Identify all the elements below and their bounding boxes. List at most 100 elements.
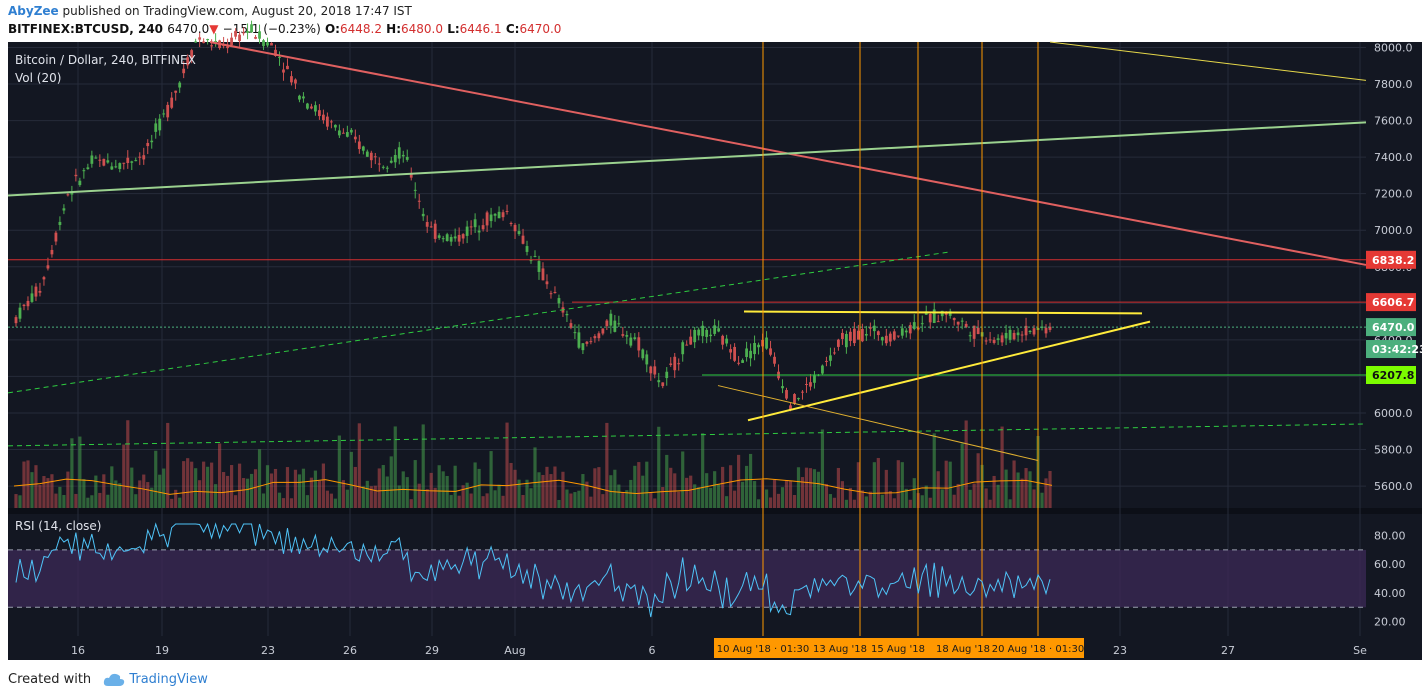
- volume-bar: [820, 429, 825, 508]
- volume-bar: [557, 499, 561, 508]
- volume-ma-line: [13, 478, 1053, 495]
- candle-body: [146, 142, 150, 147]
- volume-bar: [860, 490, 864, 508]
- volume-bar: [772, 479, 777, 508]
- candle-body: [581, 343, 585, 351]
- candle-body: [729, 349, 733, 353]
- volume-bar: [992, 475, 996, 508]
- volume-bar: [389, 456, 393, 508]
- volume-bar: [46, 478, 50, 508]
- candle-body: [186, 57, 190, 66]
- candle-body: [781, 386, 784, 389]
- candle-body: [864, 334, 868, 336]
- candle-body: [337, 130, 341, 136]
- candle-body: [262, 40, 265, 47]
- volume-bar: [804, 467, 809, 508]
- candle-body: [401, 154, 405, 157]
- volume-bar: [425, 489, 429, 508]
- candle-body: [34, 286, 38, 297]
- candle-body: [322, 114, 325, 121]
- candle-body: [413, 189, 417, 191]
- candle-body: [1008, 329, 1012, 340]
- candle-body: [58, 221, 62, 226]
- volume-bar: [665, 454, 669, 508]
- candle-body: [972, 325, 976, 339]
- rsi-tick-label: 20.00: [1374, 616, 1406, 629]
- volume-bar: [872, 462, 876, 508]
- candle-body: [138, 156, 142, 158]
- open-value: 6448.2: [339, 22, 382, 36]
- candle-body: [210, 45, 214, 47]
- volume-bar: [533, 447, 537, 508]
- tradingview-brand-link[interactable]: TradingView: [129, 672, 208, 687]
- volume-bar: [477, 468, 481, 508]
- volume-bar: [928, 497, 932, 508]
- volume-bar: [377, 468, 381, 508]
- candle-body: [449, 237, 453, 242]
- volume-bar: [321, 463, 326, 508]
- candle-body: [713, 325, 717, 334]
- candle-body: [1016, 332, 1020, 336]
- volume-bar: [892, 498, 896, 508]
- candle-body: [365, 151, 369, 157]
- candle-body: [90, 155, 94, 164]
- candle-body: [868, 327, 872, 329]
- volume-bar: [449, 495, 453, 508]
- candle-body: [896, 335, 900, 337]
- candle-body: [900, 328, 904, 336]
- candle-body: [884, 335, 888, 344]
- volume-bar: [409, 499, 413, 508]
- high-label: H:: [386, 22, 401, 36]
- candle-body: [361, 146, 365, 151]
- volume-bar: [884, 469, 888, 508]
- candle-body: [529, 260, 533, 262]
- candle-body: [154, 123, 158, 132]
- volume-bar: [721, 466, 725, 508]
- volume-bar: [126, 420, 130, 508]
- volume-bar: [513, 469, 517, 508]
- candle-body: [1040, 326, 1044, 328]
- candle-body: [880, 337, 884, 341]
- price-axis-tag: [1366, 250, 1416, 269]
- candle-body: [968, 335, 972, 337]
- candle-body: [298, 95, 301, 100]
- candle-body: [425, 222, 429, 227]
- candle-body: [765, 337, 768, 349]
- pane-separator: [8, 508, 1422, 514]
- candle-body: [605, 320, 609, 327]
- rsi-label: RSI (14, close): [15, 519, 101, 533]
- volume-bar: [573, 492, 577, 508]
- candle-body: [150, 140, 154, 143]
- volume-bar: [70, 438, 74, 508]
- volume-bar: [880, 494, 884, 508]
- volume-bar: [297, 474, 302, 508]
- volume-bar: [776, 493, 781, 508]
- candle-body: [1032, 328, 1036, 335]
- volume-bar: [601, 494, 605, 508]
- price-axis-tag: [1366, 293, 1416, 312]
- volume-bar: [924, 485, 928, 508]
- low-label: L:: [447, 22, 460, 36]
- candle-body: [721, 335, 725, 345]
- volume-bar: [317, 480, 322, 508]
- candle-body: [62, 208, 66, 211]
- candle-body: [182, 68, 186, 74]
- candle-body: [976, 327, 980, 335]
- volume-bar: [713, 471, 717, 508]
- volume-bar: [122, 444, 126, 508]
- volume-bar: [505, 422, 509, 508]
- volume-bar: [237, 463, 242, 508]
- volume-bar: [717, 484, 721, 508]
- volume-bar: [66, 471, 70, 508]
- volume-bar: [936, 471, 940, 508]
- volume-bar: [641, 475, 645, 508]
- candle-body: [693, 329, 697, 343]
- candle-body: [908, 325, 912, 334]
- author-link[interactable]: AbyZee: [8, 4, 59, 18]
- date-range-highlight: [714, 638, 1084, 658]
- volume-bar: [497, 484, 501, 508]
- candle-body: [489, 214, 493, 222]
- volume-bar: [138, 480, 142, 508]
- candle-body: [266, 42, 269, 46]
